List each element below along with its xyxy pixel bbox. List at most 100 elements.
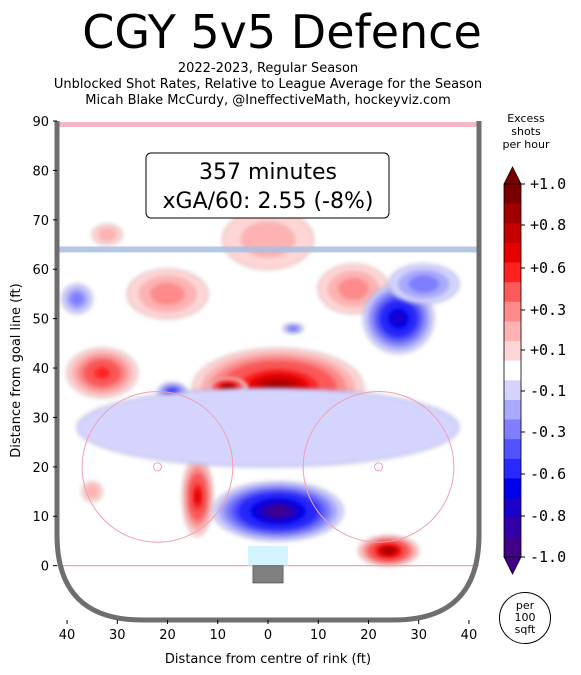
y-tick-label: 20: [32, 461, 49, 476]
faceoff-circle-right: [302, 390, 455, 543]
y-tick-label: 10: [32, 510, 49, 525]
colorbar-frame: [503, 183, 522, 558]
colorbar-title-line: per hour: [502, 138, 550, 151]
colorbar-tick-label: +0.6: [530, 259, 566, 277]
contour-level: [409, 275, 439, 293]
heat-region: [91, 224, 123, 245]
faceoff-dot-left: [152, 462, 162, 472]
colorbar-segment: [504, 321, 521, 342]
heatmap-layer: [61, 209, 460, 567]
contour-level: [383, 548, 394, 554]
chart-subtitle: 2022-2023, Regular Season Unblocked Shot…: [0, 61, 536, 109]
y-tick-label: 50: [32, 313, 49, 328]
badge-line: per: [515, 599, 535, 612]
y-tick-label: 70: [32, 214, 49, 229]
colorbar-arrow-bottom: [503, 556, 522, 575]
colorbar-segment: [504, 301, 521, 322]
x-tick-label: 10: [310, 628, 327, 643]
x-tick-label: 0: [264, 628, 272, 643]
colorbar-segment: [504, 537, 521, 558]
colorbar-tick-label: -0.6: [530, 465, 566, 483]
goal-crease: [247, 545, 289, 566]
colorbar-tick-label: -0.8: [530, 507, 566, 525]
contour-level: [194, 488, 201, 505]
colorbar-segment: [504, 223, 521, 244]
colorbar-tick-label: +0.3: [530, 301, 566, 319]
x-tick-label: 30: [109, 628, 126, 643]
x-tick-label: 20: [360, 628, 377, 643]
contour-level: [288, 326, 298, 331]
chart-title: CGY 5v5 Defence: [82, 5, 482, 59]
contour-level: [269, 507, 288, 516]
contour-level: [98, 228, 117, 241]
centre-red-line: [57, 122, 479, 127]
contour-level: [338, 278, 369, 300]
contour-level: [70, 292, 84, 306]
heat-region: [212, 481, 344, 542]
colorbar-segment: [504, 458, 521, 479]
colorbar: +1.0 +0.8 +0.6 +0.3 +0.1 -0.1 -0.3 -0.6 -0.8 -1.0: [503, 166, 566, 575]
axes: 40 30 20 10 0 10 20 30 40 0 10 20 30 40 50 60 70 80 90 Dist…: [9, 115, 477, 667]
faceoff-dot-right: [374, 462, 384, 472]
subtitle-season: 2022-2023, Regular Season: [177, 61, 359, 76]
colorbar-segment: [504, 399, 521, 421]
colorbar-segment: [504, 380, 521, 401]
colorbar-tick-label: -0.3: [530, 423, 566, 441]
contour-level: [94, 367, 111, 379]
colorbar-tick-label: +0.8: [530, 216, 566, 234]
per-100-sqft-badge: per 100 sqft: [499, 592, 551, 644]
colorbar-segment: [504, 517, 521, 538]
colorbar-segment: [504, 360, 521, 381]
heat-region: [388, 263, 460, 305]
colorbar-tick-label: +1.0: [530, 175, 566, 193]
y-tick-label: 60: [32, 263, 49, 278]
colorbar-title: Excess shots per hour: [496, 112, 556, 151]
colorbar-segment: [504, 341, 521, 362]
subtitle-credit: Micah Blake McCurdy, @IneffectiveMath, h…: [85, 93, 451, 108]
x-tick-label: 40: [461, 628, 478, 643]
contour-level: [392, 312, 405, 325]
colorbar-segment: [504, 203, 521, 224]
minutes-label: 357 minutes: [199, 160, 337, 185]
colorbar-segment: [504, 242, 521, 264]
xga-label: xGA/60: 2.55 (-8%): [163, 189, 374, 214]
x-axis-label: Distance from centre of rink (ft): [165, 652, 371, 667]
subtitle-description: Unblocked Shot Rates, Relative to League…: [53, 77, 483, 92]
colorbar-segment: [504, 478, 521, 499]
heat-region: [81, 481, 103, 502]
blue-line: [57, 246, 479, 253]
y-tick-label: 0: [41, 560, 49, 575]
badge-line: sqft: [514, 623, 536, 636]
y-axis-label: Distance from goal line (ft): [9, 283, 24, 457]
goal-net: [252, 565, 284, 584]
heat-region: [222, 209, 314, 270]
colorbar-segment: [504, 498, 521, 519]
colorbar-arrow-top: [503, 166, 522, 185]
heat-region: [182, 456, 214, 537]
contour-level: [150, 283, 185, 305]
colorbar-segment: [504, 439, 521, 460]
colorbar-segment: [504, 282, 521, 303]
heat-region: [282, 323, 304, 334]
heat-region: [126, 268, 209, 320]
colorbar-tick-label: -1.0: [530, 548, 566, 566]
badge-line: 100: [514, 611, 536, 624]
colorbar-tick-label: +0.1: [530, 341, 566, 359]
x-tick-label: 30: [410, 628, 427, 643]
y-tick-label: 80: [32, 164, 49, 179]
colorbar-segment: [504, 262, 521, 283]
colorbar-tick-label: -0.1: [530, 382, 566, 400]
heat-region: [66, 347, 138, 399]
heat-region: [76, 387, 460, 468]
heat-region: [61, 283, 93, 315]
colorbar-title-line: Excess: [507, 112, 545, 125]
heat-region: [357, 535, 420, 567]
faceoff-circle-left: [81, 390, 234, 543]
colorbar-segment: [504, 419, 521, 440]
x-tick-label: 40: [59, 628, 76, 643]
colorbar-segment: [504, 184, 521, 205]
y-tick-label: 40: [32, 362, 49, 377]
contour-level: [76, 387, 460, 468]
annotation-box: 357 minutes xGA/60: 2.55 (-8%): [145, 152, 390, 219]
